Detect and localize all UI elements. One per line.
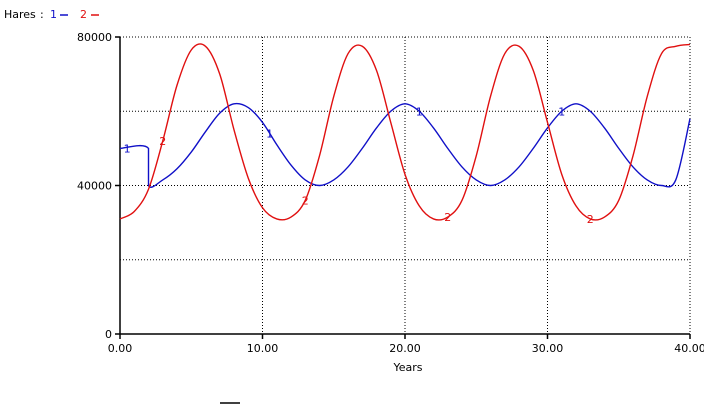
- y-tick-label: 0: [105, 328, 112, 341]
- x-tick-labels: 0.00 10.00 20.00 30.00 40.00: [108, 334, 704, 355]
- x-tick-label: 30.00: [532, 342, 564, 355]
- y-tick-labels: 0 40000 80000: [77, 31, 120, 341]
- svg-text::: :: [40, 8, 44, 21]
- legend: Hares : 1 2: [4, 8, 99, 21]
- x-axis-label: Years: [392, 361, 422, 374]
- series-marker-label-1: 1: [124, 142, 131, 155]
- y-tick-label: 40000: [77, 180, 112, 193]
- series-marker-label-1: 1: [558, 105, 565, 118]
- series-marker-label-2: 2: [302, 194, 309, 207]
- legend-title: Hares: [4, 8, 36, 21]
- series-marker-labels: 1 1 1 1 2 2 2 2: [124, 105, 594, 226]
- series-marker-label-2: 2: [444, 211, 451, 224]
- x-tick-label: 0.00: [108, 342, 133, 355]
- x-tick-label: 20.00: [389, 342, 421, 355]
- gridlines: [120, 36, 691, 334]
- x-tick-label: 40.00: [674, 342, 704, 355]
- y-tick-label: 80000: [77, 31, 112, 44]
- series-lines: [119, 43, 691, 221]
- series-line-2: [119, 43, 691, 221]
- series-line-1: [119, 102, 691, 188]
- legend-label-series-1: 1: [50, 8, 57, 21]
- legend-label-series-2: 2: [80, 8, 87, 21]
- series-marker-label-1: 1: [416, 105, 423, 118]
- x-tick-label: 10.00: [247, 342, 279, 355]
- series-marker-label-2: 2: [159, 135, 166, 148]
- series-marker-label-1: 1: [266, 128, 273, 141]
- series-marker-label-2: 2: [587, 213, 594, 226]
